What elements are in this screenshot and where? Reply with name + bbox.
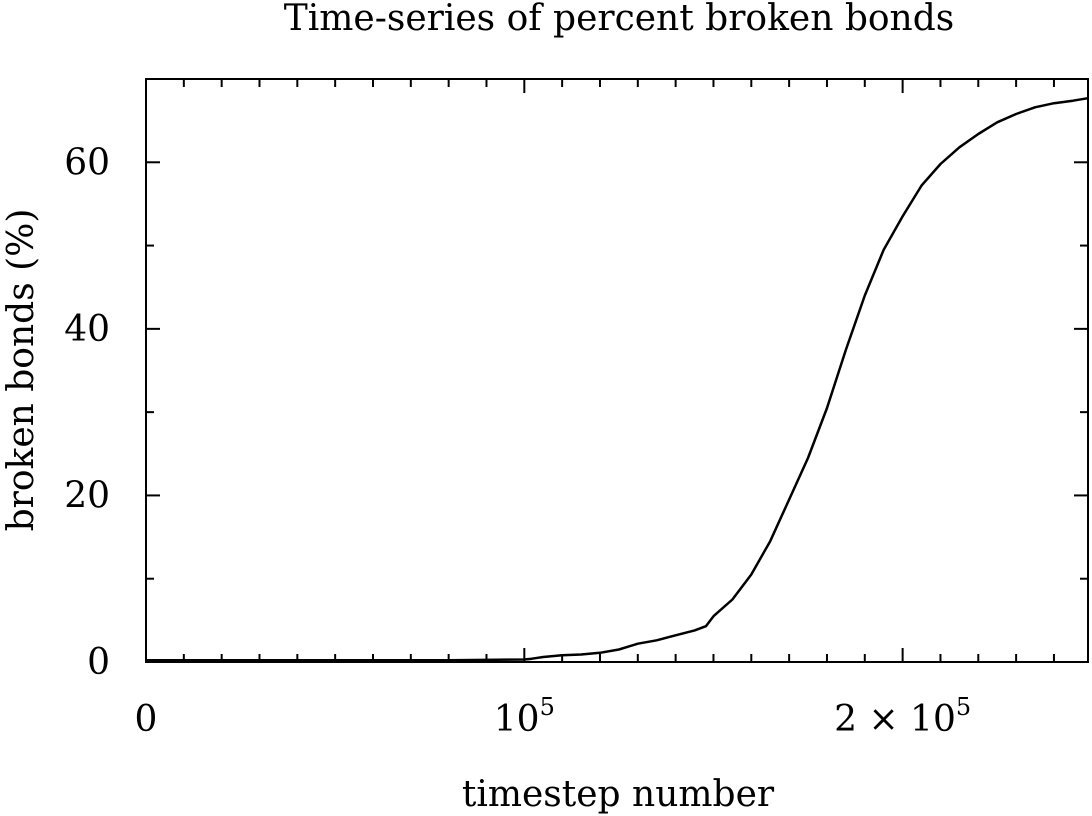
series-line — [146, 96, 1089, 662]
plot-frame — [145, 78, 1089, 663]
y-tick-label: 0 — [87, 642, 110, 683]
x-axis-label: timestep number — [462, 774, 775, 815]
axis-ticks — [145, 78, 1088, 663]
chart-title: Time-series of percent broken bonds — [284, 0, 955, 39]
y-axis-label: broken bonds (%) — [1, 209, 42, 532]
series-layer — [146, 96, 1089, 662]
plot-border — [145, 78, 1089, 663]
y-tick-label: 60 — [64, 142, 110, 183]
y-tick-label: 20 — [64, 475, 110, 516]
x-tick-label: 105 — [494, 693, 555, 740]
y-tick-label: 40 — [64, 309, 110, 350]
x-tick-label: 0 — [135, 699, 158, 740]
x-tick-label: 2 × 105 — [834, 693, 971, 740]
axis-tick-labels: 0 105 2 × 105 0 20 40 60 — [64, 142, 971, 740]
